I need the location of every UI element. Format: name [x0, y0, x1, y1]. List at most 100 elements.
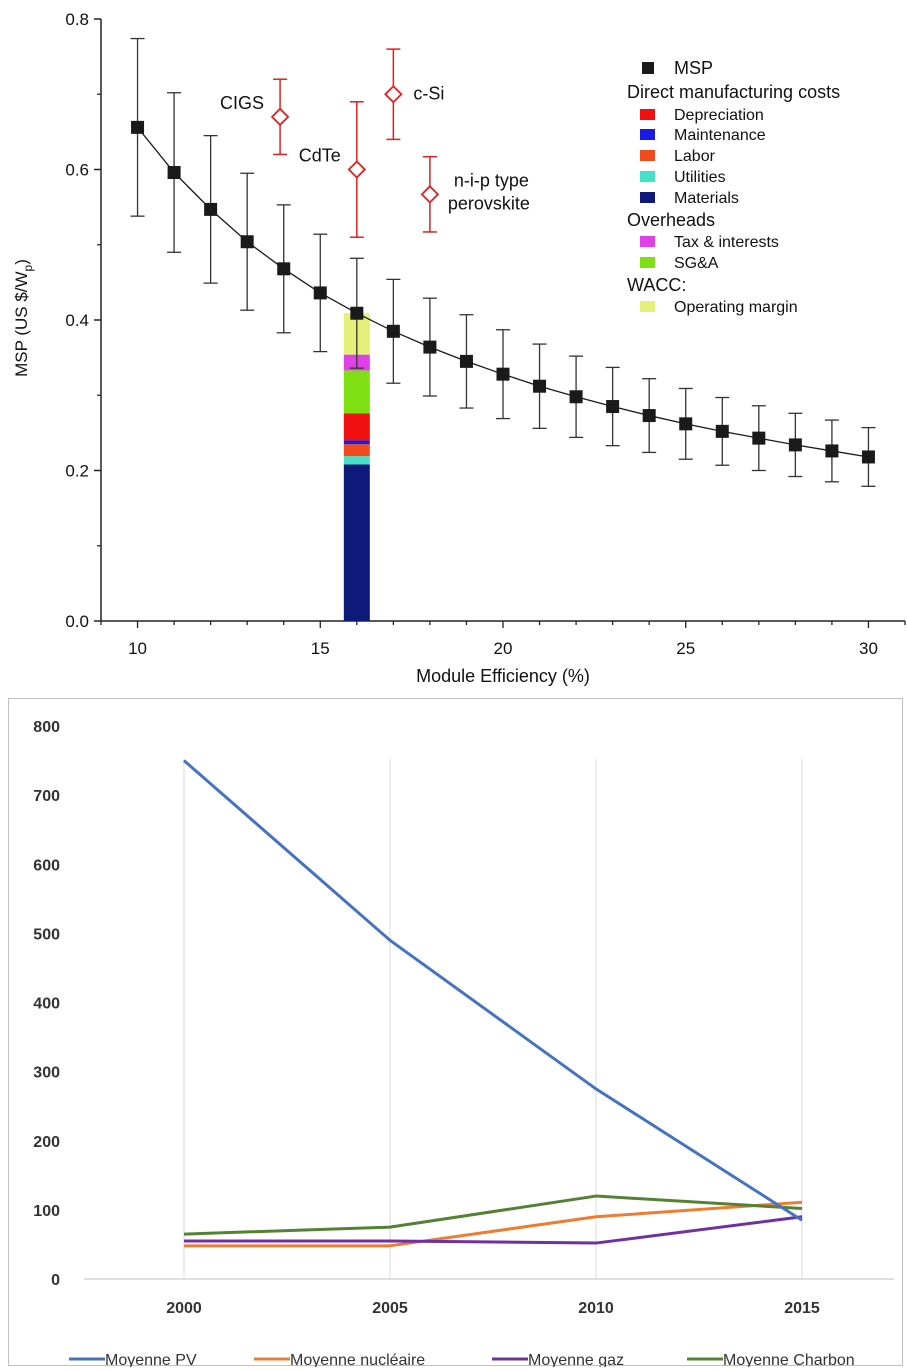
legend-label-labor: Labor [674, 148, 716, 165]
legend-swatch-labor [640, 150, 655, 161]
msp-point [715, 424, 729, 438]
y-tick-label: 100 [33, 1203, 60, 1220]
benchmark-label-c-si: c-Si [413, 83, 444, 103]
legend-swatch-sg-a [640, 257, 655, 268]
legend-label-msp: MSP [674, 58, 713, 78]
benchmark-label-cigs: CIGS [220, 93, 264, 113]
legend-swatch-msp [642, 62, 654, 74]
benchmark-marker-cigs [270, 107, 290, 127]
legend-label-moyenne-charbon: Moyenne Charbon [723, 1352, 855, 1367]
bar-segment-maintenance [343, 440, 370, 445]
y-tick-label: 800 [33, 719, 60, 736]
cost-trend-chart-frame: 0 100 200 300 400 500 600 700 800 2000 2005 2010 201… [8, 698, 903, 1367]
msp-point [131, 120, 145, 134]
msp-point [459, 354, 473, 368]
bar-segment-depreciation [343, 413, 370, 441]
x-tick-label: 2005 [372, 1300, 408, 1317]
x-tick-label: 20 [494, 639, 513, 658]
bar-segment-sg-a [343, 370, 370, 414]
y-tick-label: 300 [33, 1065, 60, 1082]
y-tick-label: 400 [33, 996, 60, 1013]
x-tick-label: 25 [676, 639, 695, 658]
y-tick-label: 200 [33, 1134, 60, 1151]
y-tick-label: 500 [33, 926, 60, 943]
benchmark-label-n-i-p-type-line2: perovskite [448, 193, 530, 213]
legend-label-tax-interests: Tax & interests [674, 234, 779, 251]
y-tick-label: 0.2 [65, 462, 89, 481]
legend-header-wacc: WACC: [627, 275, 686, 295]
legend-swatch-tax-interests [640, 236, 655, 247]
series-line-moyenne-nucl-aire [184, 1200, 803, 1248]
benchmark-marker-c-si [384, 84, 403, 104]
x-tick-label: 10 [128, 639, 147, 658]
msp-point [606, 400, 620, 414]
series-line-moyenne-charbon [183, 1194, 803, 1236]
bar-segment-utilities [343, 456, 370, 465]
x-tick-label: 15 [311, 639, 330, 658]
msp-point [423, 340, 437, 354]
y-axis-label-main: MSP (US $/W [12, 271, 31, 376]
benchmark-markers: CIGS CdTe c-Si n-i-p type perovskite [220, 48, 530, 238]
stacked-cost-bar [343, 313, 370, 621]
msp-point [496, 367, 510, 381]
legend-label-moyenne-pv: Moyenne PV [105, 1352, 197, 1367]
y-axis-label-close: ) [12, 259, 31, 265]
msp-point [788, 438, 802, 452]
y-axis-label: MSP (US $/Wp) [12, 259, 35, 377]
legend-label-moyenne-gaz: Moyenne gaz [528, 1352, 624, 1367]
bottom-axes: 0 100 200 300 400 500 600 700 800 2000 2005 2010 201… [33, 719, 894, 1317]
legend-header-overheads: Overheads [627, 210, 715, 230]
series-line-moyenne-pv [183, 759, 803, 1222]
legend-header-direct-manufacturing-costs: Direct manufacturing costs [627, 82, 840, 102]
msp-point [752, 431, 766, 445]
benchmark-marker-n-i-p-type [420, 185, 440, 204]
benchmark-label-cdte: CdTe [299, 146, 341, 166]
y-axis-label-sub: p [21, 264, 35, 271]
legend-swatch-utilities [640, 171, 655, 182]
legend-swatch-operating-margin [640, 301, 655, 312]
msp-point [861, 450, 875, 464]
legend-label-depreciation: Depreciation [674, 107, 764, 124]
benchmark-marker-cdte [347, 160, 367, 179]
x-tick-label: 2010 [578, 1300, 614, 1317]
msp-point [204, 202, 218, 216]
y-tick-label: 600 [33, 857, 60, 874]
legend-swatch-maintenance [640, 129, 655, 140]
msp-point [277, 262, 291, 276]
top-axes: 0.0 0.2 0.4 0.6 0.8 10 15 20 25 30 [65, 10, 906, 658]
msp-point [825, 444, 839, 458]
benchmark-label-n-i-p-type: n-i-p type [454, 170, 529, 190]
top-legend: MSP Direct manufacturing costs Depreciatio… [627, 58, 840, 316]
legend-label-materials: Materials [674, 190, 739, 207]
msp-point [386, 324, 400, 338]
msp-point [679, 417, 693, 431]
series-line-moyenne-gaz [184, 1215, 803, 1245]
legend-swatch-depreciation [640, 109, 655, 120]
bottom-series [183, 759, 803, 1248]
x-tick-label: 2015 [784, 1300, 820, 1317]
y-tick-label: 0.6 [65, 161, 89, 180]
legend-label-maintenance: Maintenance [674, 127, 766, 144]
msp-point [642, 409, 656, 423]
cost-trend-chart: 0 100 200 300 400 500 600 700 800 2000 2005 2010 201… [33, 719, 894, 1367]
y-tick-label: 700 [33, 788, 60, 805]
y-tick-label: 0.4 [65, 311, 89, 330]
msp-point [313, 286, 327, 300]
legend-swatch-materials [640, 192, 655, 203]
x-tick-label: 30 [859, 639, 878, 658]
x-axis-label: Module Efficiency (%) [416, 666, 590, 686]
msp-series [130, 37, 876, 487]
legend-label-moyenne-nucl-aire: Moyenne nucléaire [290, 1352, 425, 1367]
bar-segment-materials [343, 464, 370, 621]
msp-point [350, 306, 364, 320]
msp-point [533, 379, 547, 393]
msp-point [240, 235, 254, 249]
msp-point [569, 390, 583, 404]
msp-efficiency-chart: 0.0 0.2 0.4 0.6 0.8 10 15 20 25 30 CIGS CdTe c-Si n-… [12, 10, 906, 686]
x-tick-label: 2000 [166, 1300, 202, 1317]
bar-segment-labor [343, 444, 370, 457]
legend-label-utilities: Utilities [674, 169, 726, 186]
bottom-gridlines [183, 759, 803, 1279]
msp-point [167, 166, 181, 180]
y-tick-label: 0 [51, 1272, 60, 1289]
